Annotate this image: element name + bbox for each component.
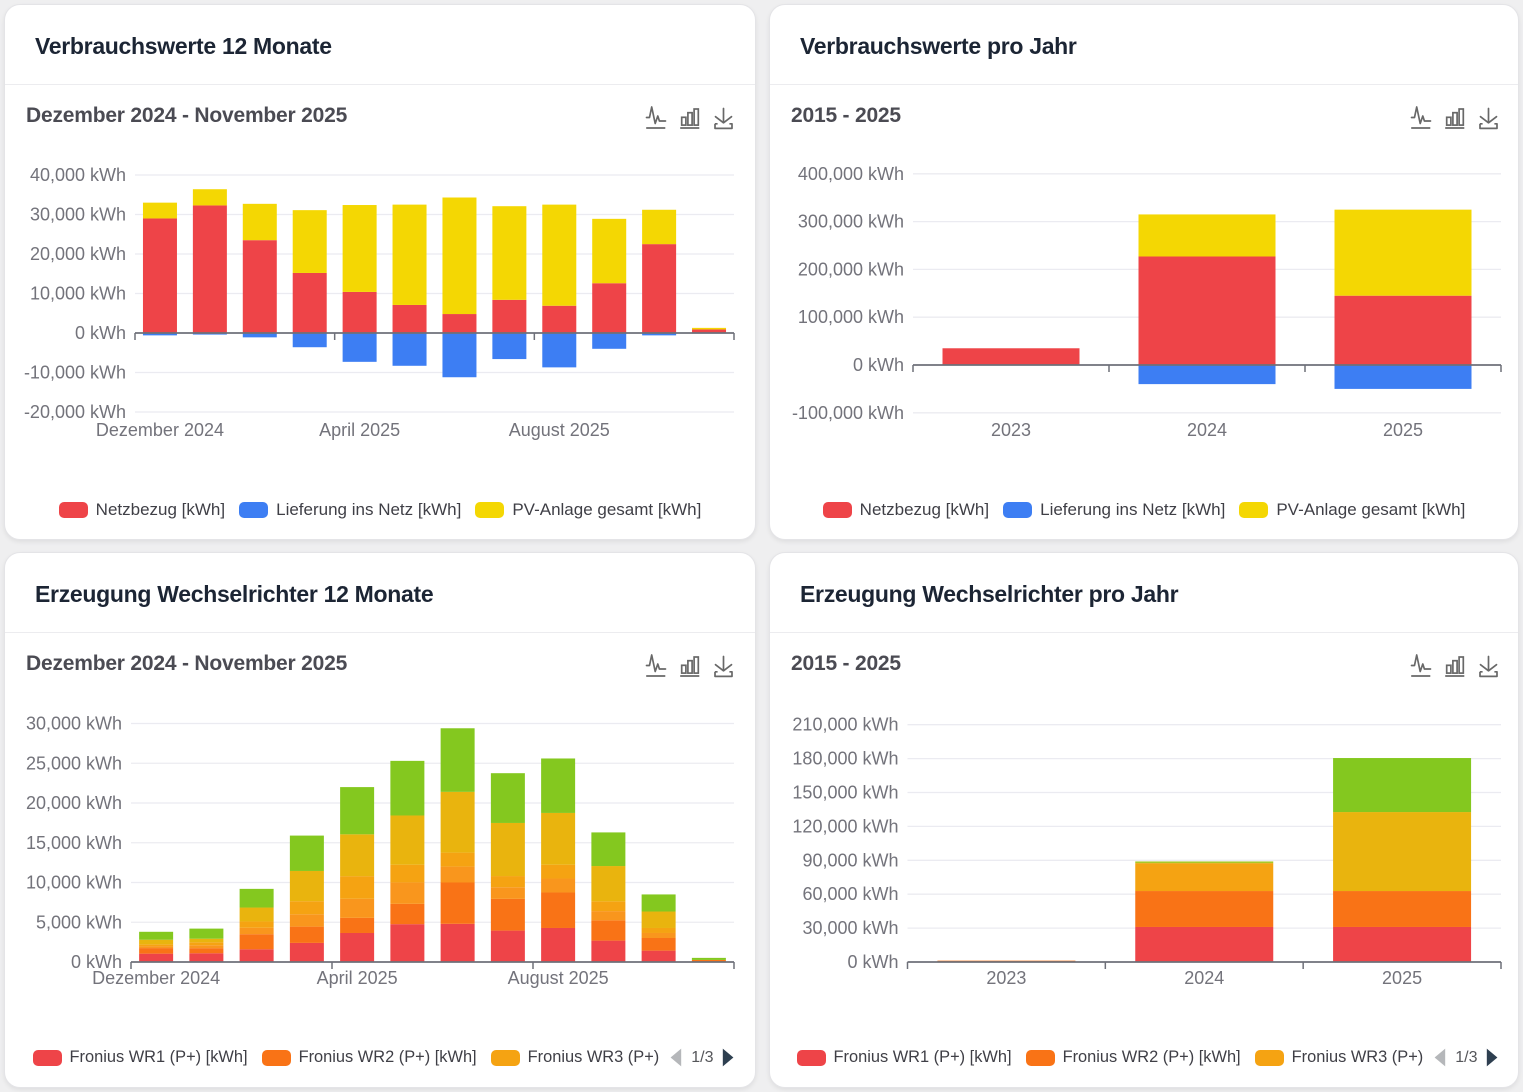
svg-text:20,000 kWh: 20,000 kWh: [26, 793, 122, 813]
svg-text:300,000 kWh: 300,000 kWh: [798, 212, 904, 232]
svg-text:20,000 kWh: 20,000 kWh: [30, 244, 126, 264]
svg-text:2023: 2023: [986, 968, 1026, 988]
svg-text:0 kWh: 0 kWh: [853, 355, 904, 375]
svg-text:Dezember 2024: Dezember 2024: [92, 968, 220, 988]
svg-text:Dezember 2024 - November 2025: Dezember 2024 - November 2025: [26, 104, 348, 127]
svg-text:August 2025: August 2025: [509, 420, 610, 440]
svg-text:2025: 2025: [1383, 420, 1423, 440]
svg-text:0 kWh: 0 kWh: [75, 323, 126, 343]
svg-text:60,000 kWh: 60,000 kWh: [802, 884, 898, 904]
svg-text:10,000 kWh: 10,000 kWh: [26, 873, 122, 893]
svg-text:2015 - 2025: 2015 - 2025: [791, 652, 901, 675]
svg-text:210,000 kWh: 210,000 kWh: [792, 715, 898, 735]
svg-text:August 2025: August 2025: [508, 968, 609, 988]
svg-text:April 2025: April 2025: [317, 968, 398, 988]
svg-text:-10,000 kWh: -10,000 kWh: [24, 363, 126, 383]
svg-text:30,000 kWh: 30,000 kWh: [802, 918, 898, 938]
svg-text:2015 - 2025: 2015 - 2025: [791, 104, 901, 127]
svg-text:2024: 2024: [1184, 968, 1224, 988]
svg-text:30,000 kWh: 30,000 kWh: [30, 205, 126, 225]
svg-text:0 kWh: 0 kWh: [71, 952, 122, 972]
svg-text:40,000 kWh: 40,000 kWh: [30, 165, 126, 185]
svg-text:10,000 kWh: 10,000 kWh: [30, 284, 126, 304]
svg-text:30,000 kWh: 30,000 kWh: [26, 714, 122, 734]
svg-text:100,000 kWh: 100,000 kWh: [798, 307, 904, 327]
svg-text:15,000 kWh: 15,000 kWh: [26, 833, 122, 853]
svg-text:April 2025: April 2025: [319, 420, 400, 440]
svg-text:2025: 2025: [1382, 968, 1422, 988]
svg-text:25,000 kWh: 25,000 kWh: [26, 753, 122, 773]
svg-text:2023: 2023: [991, 420, 1031, 440]
svg-text:5,000 kWh: 5,000 kWh: [36, 912, 122, 932]
svg-text:90,000 kWh: 90,000 kWh: [802, 850, 898, 870]
svg-text:180,000 kWh: 180,000 kWh: [792, 749, 898, 769]
svg-text:Dezember 2024: Dezember 2024: [96, 420, 224, 440]
svg-text:400,000 kWh: 400,000 kWh: [798, 164, 904, 184]
svg-text:150,000 kWh: 150,000 kWh: [792, 783, 898, 803]
svg-text:Dezember 2024 - November 2025: Dezember 2024 - November 2025: [26, 652, 348, 675]
svg-text:0 kWh: 0 kWh: [847, 952, 898, 972]
svg-text:120,000 kWh: 120,000 kWh: [792, 816, 898, 836]
svg-text:-20,000 kWh: -20,000 kWh: [24, 402, 126, 422]
svg-text:2024: 2024: [1187, 420, 1227, 440]
svg-text:-100,000 kWh: -100,000 kWh: [792, 403, 904, 423]
svg-text:200,000 kWh: 200,000 kWh: [798, 259, 904, 279]
